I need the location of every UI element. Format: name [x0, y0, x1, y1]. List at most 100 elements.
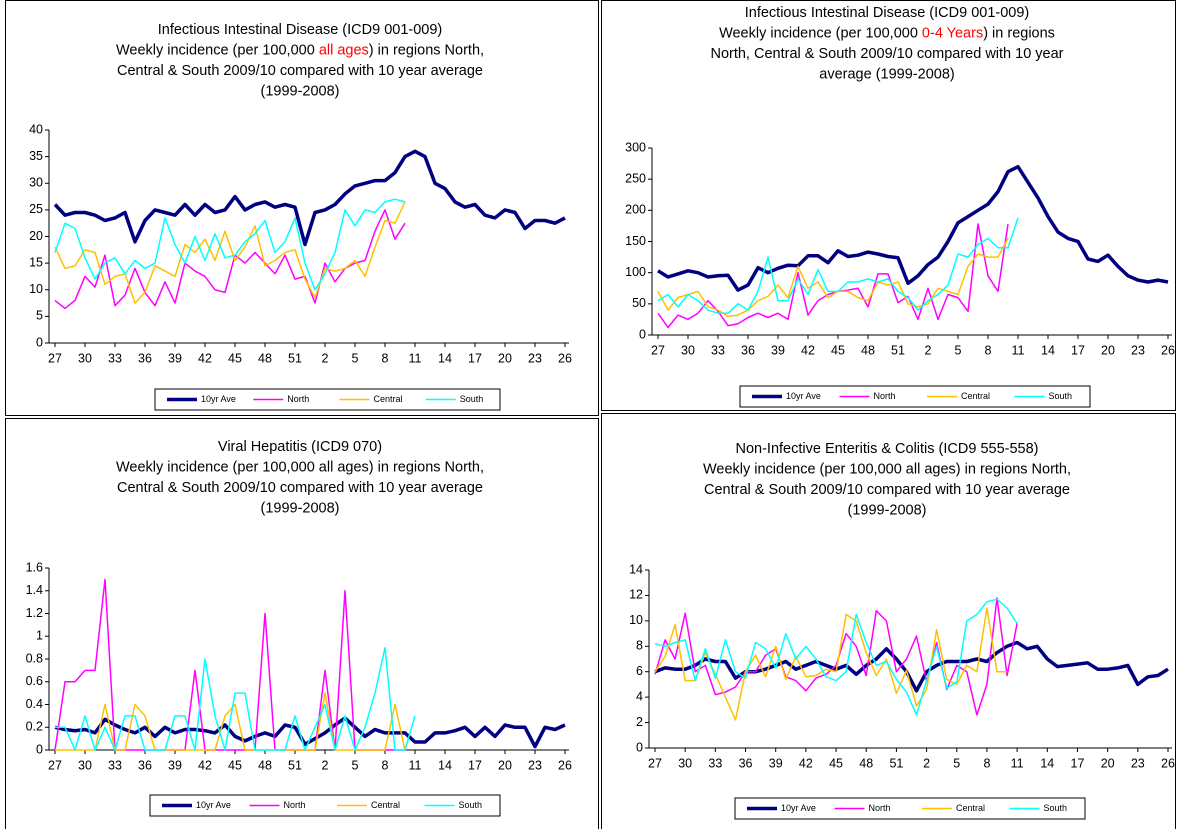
legend-label: North [287, 394, 309, 404]
title-run: North, Central & South 2009/10 compared … [710, 46, 1063, 62]
x-tick-label: 48 [258, 351, 272, 365]
x-tick-label: 23 [1131, 343, 1145, 357]
y-tick-label: 0.2 [26, 720, 43, 734]
x-tick-label: 14 [438, 351, 452, 365]
x-tick-label: 48 [859, 756, 873, 770]
x-tick-label: 36 [138, 758, 152, 772]
series-line [54, 201, 406, 304]
y-tick-label: 20 [29, 229, 43, 243]
x-tick-label: 8 [382, 351, 389, 365]
y-tick-label: 1.4 [26, 583, 43, 597]
x-tick-label: 27 [648, 756, 662, 770]
series-line [55, 692, 406, 751]
chart-title: (1999-2008) [848, 502, 927, 518]
y-tick-label: 4 [636, 689, 643, 703]
x-tick-label: 20 [498, 758, 512, 772]
x-tick-label: 33 [108, 351, 122, 365]
y-tick-label: 2 [636, 715, 643, 729]
legend-label: South [1044, 803, 1068, 813]
x-tick-label: 33 [711, 343, 725, 357]
legend-label: Central [371, 800, 400, 810]
y-tick-label: 1.2 [26, 606, 43, 620]
y-tick-label: 10 [29, 282, 43, 296]
title-run: Central & South 2009/10 compared with 10… [117, 63, 483, 79]
title-run: Weekly incidence (per 100,000 [719, 25, 922, 41]
x-tick-label: 45 [829, 756, 843, 770]
title-run: Weekly incidence (per 100,000 all ages) … [116, 459, 484, 475]
x-tick-label: 26 [1161, 343, 1175, 357]
x-tick-label: 33 [708, 756, 722, 770]
legend-label: North [284, 800, 306, 810]
y-tick-label: 0 [639, 327, 646, 341]
legend-label: North [874, 391, 896, 401]
y-tick-label: 0 [636, 740, 643, 754]
chart-title: Viral Hepatitis (ICD9 070) [218, 439, 382, 455]
y-tick-label: 0.6 [26, 674, 43, 688]
chart-title: Central & South 2009/10 compared with 10… [117, 63, 483, 79]
panel-frame [5, 0, 599, 416]
legend-label: South [459, 800, 483, 810]
y-tick-label: 1.6 [26, 560, 43, 574]
x-tick-label: 30 [78, 351, 92, 365]
x-tick-label: 14 [438, 758, 452, 772]
x-tick-label: 26 [558, 351, 572, 365]
title-run: Weekly incidence (per 100,000 [116, 42, 319, 58]
y-tick-label: 0.4 [26, 697, 43, 711]
x-tick-label: 2 [923, 756, 930, 770]
x-tick-label: 17 [468, 351, 482, 365]
title-run: 0-4 Years [922, 25, 983, 41]
x-tick-label: 14 [1041, 343, 1055, 357]
chart-title: Non-Infective Enteritis & Colitis (ICD9 … [735, 441, 1038, 457]
legend-label: Central [374, 394, 403, 404]
y-tick-label: 12 [629, 588, 643, 602]
x-tick-label: 2 [322, 351, 329, 365]
legend-box [734, 797, 1086, 820]
series-line [54, 209, 406, 310]
x-tick-label: 51 [891, 343, 905, 357]
x-tick-label: 11 [1012, 343, 1025, 357]
x-tick-label: 33 [108, 758, 122, 772]
x-tick-label: 17 [1071, 343, 1085, 357]
x-tick-label: 11 [409, 758, 422, 772]
y-tick-label: 30 [29, 176, 43, 190]
series-line [657, 217, 1019, 314]
title-run: (1999-2008) [261, 500, 340, 516]
y-tick-label: 300 [625, 140, 646, 154]
y-tick-label: 25 [29, 202, 43, 216]
title-run: Central & South 2009/10 compared with 10… [704, 482, 1070, 498]
chart-title: Weekly incidence (per 100,000 all ages) … [116, 42, 484, 58]
title-run: ) in regions North, [369, 42, 484, 58]
chart-title: Weekly incidence (per 100,000 0-4 Years)… [719, 25, 1055, 41]
legend-label: North [869, 803, 891, 813]
x-tick-label: 51 [889, 756, 903, 770]
x-tick-label: 39 [769, 756, 783, 770]
x-tick-label: 51 [288, 351, 302, 365]
chart-title: North, Central & South 2009/10 compared … [710, 46, 1063, 62]
y-tick-label: 15 [29, 255, 43, 269]
x-tick-label: 36 [741, 343, 755, 357]
panel-frame [601, 0, 1176, 411]
chart-title: Weekly incidence (per 100,000 all ages) … [703, 461, 1071, 477]
y-tick-label: 35 [29, 149, 43, 163]
panel-frame [601, 413, 1176, 829]
chart-title: Infectious Intestinal Disease (ICD9 001-… [158, 22, 443, 38]
x-tick-label: 27 [48, 351, 62, 365]
x-tick-label: 5 [953, 756, 960, 770]
x-tick-label: 30 [678, 756, 692, 770]
title-run: Viral Hepatitis (ICD9 070) [218, 439, 382, 455]
x-tick-label: 11 [1011, 756, 1024, 770]
y-tick-label: 1 [36, 629, 43, 643]
legend-label: South [1049, 391, 1073, 401]
x-tick-label: 5 [955, 343, 962, 357]
series-line [55, 646, 416, 751]
x-tick-label: 30 [78, 758, 92, 772]
x-tick-label: 8 [983, 756, 990, 770]
y-tick-label: 0 [36, 335, 43, 349]
x-tick-label: 48 [861, 343, 875, 357]
x-tick-label: 39 [168, 758, 182, 772]
panel-frame [5, 418, 599, 829]
chart-title: (1999-2008) [261, 500, 340, 516]
x-tick-label: 36 [138, 351, 152, 365]
x-tick-label: 26 [558, 758, 572, 772]
